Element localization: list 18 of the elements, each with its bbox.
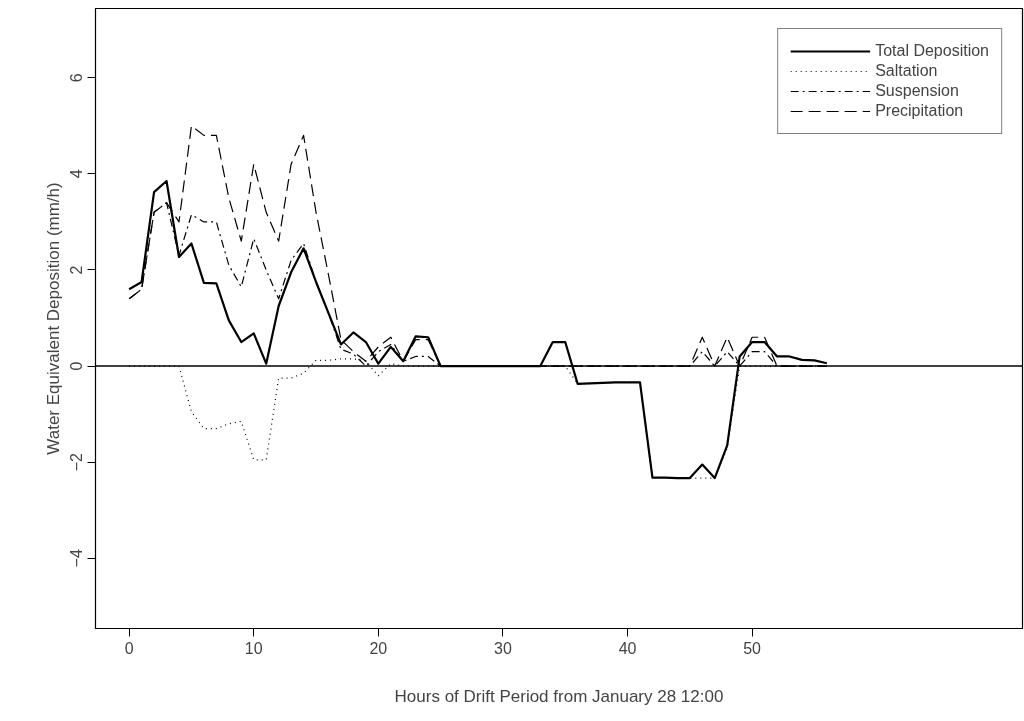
legend-label: Saltation [875,62,938,80]
x-tick-label: 30 [494,639,512,657]
y-tick-label: 6 [68,73,86,83]
y-tick-label: −4 [68,549,86,568]
y-tick-label: −2 [68,452,86,472]
y-tick-label: 2 [68,265,86,275]
y-tick-label: 0 [68,361,86,371]
legend-label: Total Deposition [875,42,989,60]
x-tick-label: 0 [124,639,134,657]
x-tick-label: 20 [369,639,388,657]
x-tick-label: 10 [244,639,263,657]
x-tick-label: 40 [618,639,637,657]
legend-label: Precipitation [875,102,964,120]
legend-label: Suspension [875,82,959,100]
x-axis-title: Hours of Drift Period from January 28 12:00 [394,686,724,706]
x-tick-label: 50 [743,639,762,657]
y-tick-label: 4 [68,169,86,179]
y-axis-title: Water Equivalent Deposition (mm/h) [43,182,63,455]
